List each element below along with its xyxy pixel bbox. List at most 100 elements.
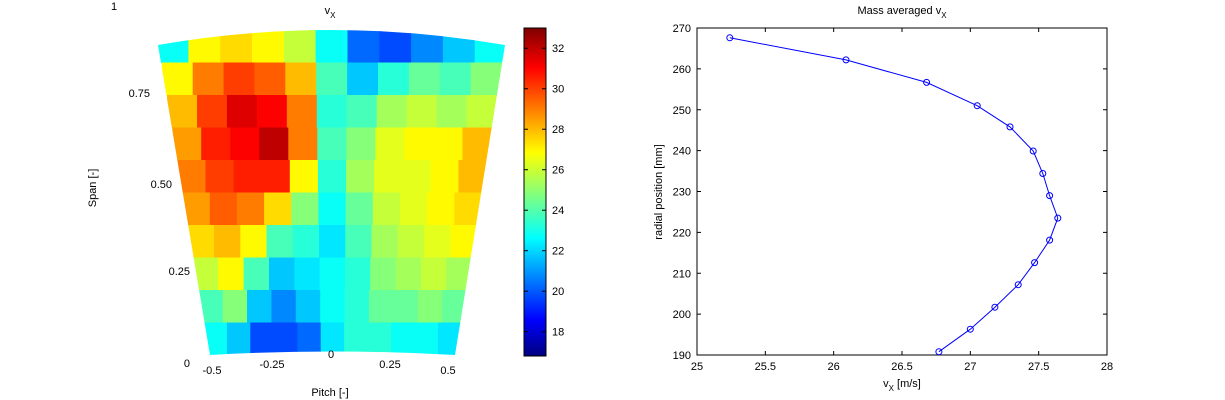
x-tick-label: 27.5	[1028, 361, 1049, 373]
contour-cell	[226, 322, 251, 355]
y-tick-label: 210	[673, 268, 691, 280]
contour-cell	[439, 62, 472, 96]
contour-cell	[187, 225, 215, 259]
contour-cell	[182, 192, 211, 226]
contour-cell	[414, 322, 439, 355]
contour-cell	[188, 30, 221, 64]
contour-cell	[197, 95, 228, 129]
line-plot-area	[696, 27, 1108, 356]
contour-cell	[402, 160, 431, 194]
contour-cell	[371, 225, 399, 259]
span-tick: 0.25	[169, 266, 190, 278]
data-point	[923, 78, 931, 86]
contour-cell	[177, 160, 207, 194]
contour-cell	[320, 290, 346, 324]
y-tick-label: 200	[673, 309, 691, 321]
colorbar-tick-label: 30	[552, 84, 564, 96]
contour-cell	[379, 30, 412, 64]
x-tick-label: 28	[1101, 361, 1113, 373]
contour-cell	[367, 322, 392, 355]
contour-cell	[172, 127, 202, 161]
colorbar-ticks: 18 20 22 24 26 28 30 32	[524, 43, 564, 339]
contour-cell	[319, 257, 346, 291]
contour-cell	[417, 290, 443, 324]
data-point	[1006, 123, 1014, 131]
y-tick-label: 220	[673, 227, 691, 239]
line-title: Mass averaged vX	[857, 5, 947, 20]
colorbar-tick-label: 26	[552, 165, 564, 177]
contour-cell	[397, 225, 425, 259]
contour-cell	[271, 290, 297, 324]
contour-cell	[411, 30, 444, 64]
contour-cell	[223, 62, 256, 96]
figure-corner-label: 1	[111, 1, 117, 13]
line-series	[726, 34, 1062, 356]
contour-cell	[442, 290, 468, 324]
contour-cell	[393, 290, 419, 324]
colorbar-tick-label: 20	[552, 286, 564, 298]
contour-cell	[294, 257, 321, 291]
contour-cell	[319, 225, 346, 259]
contour-cell	[347, 30, 380, 64]
x-tick-label: 25.5	[755, 361, 776, 373]
contour-cell	[395, 257, 422, 291]
contour-cell	[222, 290, 248, 324]
contour-cell	[420, 257, 447, 291]
contour-cell	[462, 127, 493, 161]
contour-cell	[226, 95, 258, 129]
contour-cell	[470, 62, 503, 96]
contour-title: vX	[325, 5, 337, 20]
contour-cell	[454, 192, 483, 226]
contour-cell	[317, 160, 347, 194]
line-y-axis-label: radial position [mm]	[653, 144, 665, 239]
contour-cell	[370, 257, 397, 291]
data-point	[935, 348, 943, 356]
x-tick-label: 26.5	[891, 361, 912, 373]
contour-cell	[261, 160, 291, 194]
data-point	[1046, 192, 1054, 200]
series-line	[729, 37, 1059, 353]
contour-cell	[167, 95, 198, 129]
y-tick-label: 270	[673, 23, 691, 35]
contour-cell	[209, 192, 238, 226]
contour-cell	[375, 127, 405, 161]
contour-cell	[286, 95, 318, 129]
contour-cell	[344, 322, 369, 355]
contour-cell	[346, 95, 378, 129]
contour-cell	[158, 30, 189, 64]
contour-cell	[256, 95, 288, 129]
data-point	[1046, 236, 1054, 244]
contour-cell	[250, 322, 275, 355]
contour-cell	[400, 192, 428, 226]
contour-cell	[318, 192, 347, 226]
contour-cell	[391, 322, 416, 355]
contour-cell	[236, 192, 265, 226]
contour-cell	[247, 290, 272, 324]
x-tick-label: 26	[828, 361, 840, 373]
contour-cell	[233, 160, 263, 194]
contour-cell	[297, 322, 322, 355]
contour-cell	[292, 225, 320, 259]
contour-cell	[424, 225, 451, 259]
pitch-tick: 0	[328, 349, 334, 361]
pitch-tick: -0.25	[259, 359, 284, 371]
pitch-axis-label: Pitch [-]	[311, 387, 348, 399]
pitch-tick: 0.5	[440, 365, 455, 377]
span-tick: 0.75	[129, 88, 150, 100]
contour-cell	[193, 257, 219, 291]
data-point	[1031, 259, 1039, 267]
contour-cell	[214, 225, 241, 259]
data-point	[1054, 214, 1062, 222]
span-tick: 0.50	[151, 179, 172, 191]
data-point	[726, 34, 734, 42]
contour-cell	[240, 225, 268, 259]
line-panel: Mass averaged vX 25 25.5 26 26.5 27 27.5 28 190…	[653, 5, 1113, 393]
contour-cell	[438, 322, 463, 355]
colorbar: 18 20 22 24 26 28 30 32	[523, 27, 564, 357]
data-point	[966, 325, 974, 333]
contour-cell	[230, 127, 260, 161]
contour-cell	[430, 160, 459, 194]
contour-cell	[344, 290, 370, 324]
contour-cell	[466, 95, 498, 129]
pitch-tick: -0.5	[203, 365, 222, 377]
